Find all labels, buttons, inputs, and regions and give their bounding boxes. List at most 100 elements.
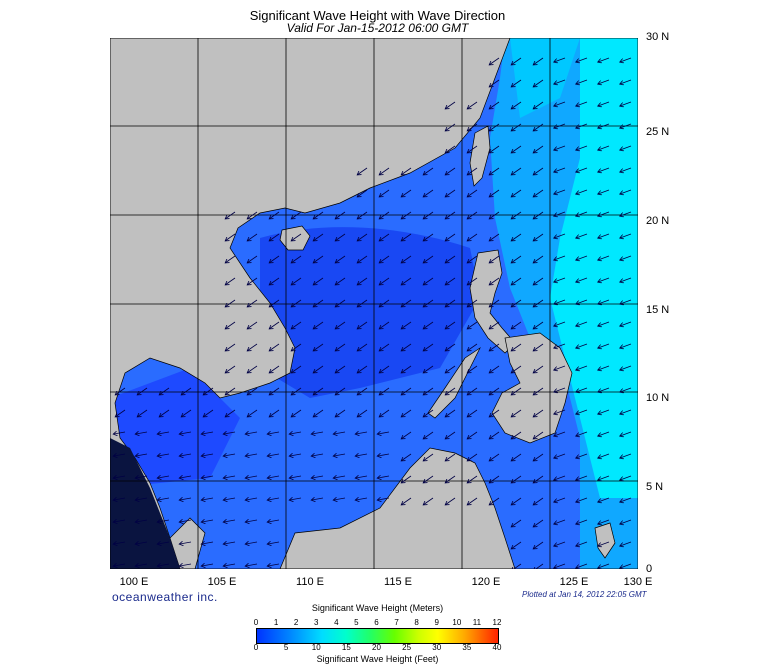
wave-arrow: [311, 454, 324, 456]
wave-arrow: [379, 365, 390, 373]
wave-arrow: [423, 299, 434, 307]
wave-arrow: [401, 409, 412, 417]
wave-arrow: [269, 299, 280, 307]
wave-arrow: [247, 365, 258, 373]
wave-arrow: [225, 365, 236, 373]
wave-arrow: [511, 563, 522, 569]
wave-arrow: [489, 497, 500, 505]
wave-arrow: [489, 321, 500, 329]
lat-label: 0: [646, 563, 653, 575]
wave-arrow: [576, 563, 588, 568]
wave-arrow: [291, 211, 302, 219]
wave-arrow: [225, 321, 236, 329]
lon-label: 125 E: [559, 576, 589, 588]
lon-label: 100 E: [119, 576, 149, 588]
wave-arrow: [313, 277, 324, 285]
wave-arrow: [576, 233, 588, 238]
wave-arrow: [467, 167, 478, 175]
wave-arrow: [598, 167, 610, 172]
meter-tick-label: 2: [293, 618, 299, 627]
wave-arrow: [489, 409, 500, 417]
wave-arrow: [598, 255, 610, 260]
wave-arrow: [620, 101, 632, 106]
wave-arrow: [467, 343, 478, 351]
wave-arrow: [533, 519, 544, 527]
wave-arrow: [159, 387, 170, 395]
wave-arrow: [247, 409, 258, 417]
feet-tick-label: 30: [432, 643, 442, 652]
wave-arrow: [576, 343, 588, 348]
wave-arrow: [467, 299, 478, 307]
wave-arrow: [511, 519, 522, 527]
wave-arrow: [135, 520, 148, 522]
wave-arrow: [511, 145, 522, 153]
wave-arrow: [489, 189, 500, 197]
wave-arrow: [576, 167, 588, 172]
wave-arrow: [620, 453, 632, 458]
wave-arrow: [203, 409, 214, 417]
wave-arrow: [598, 497, 610, 502]
wave-arrow: [379, 299, 390, 307]
wave-arrow: [489, 387, 500, 395]
wave-arrow: [291, 233, 302, 241]
wave-height-map: [110, 38, 638, 569]
wave-arrow: [511, 321, 522, 329]
lon-label: 105 E: [207, 576, 237, 588]
wave-arrow: [576, 57, 588, 62]
wave-arrow: [335, 343, 346, 351]
map-title: Significant Wave Height with Wave Direct…: [249, 8, 506, 23]
wave-arrow: [423, 365, 434, 373]
lon-label: 120 E: [471, 576, 501, 588]
wave-arrow: [289, 432, 302, 434]
wave-arrow: [533, 365, 544, 373]
wave-arrow: [245, 432, 258, 434]
wave-arrow: [554, 189, 566, 194]
wave-arrow: [533, 343, 544, 351]
wave-arrow: [135, 476, 148, 478]
wave-arrow: [135, 498, 148, 500]
wave-arrow: [576, 409, 588, 414]
wave-arrow: [357, 299, 368, 307]
wave-arrow: [247, 387, 258, 395]
wave-arrow: [554, 541, 566, 546]
wave-arrow: [511, 277, 522, 285]
wave-arrow: [423, 409, 434, 417]
wave-arrow: [467, 123, 478, 131]
wave-arrow: [598, 343, 610, 348]
wave-arrow: [335, 211, 346, 219]
wave-arrow: [423, 453, 434, 461]
highest-wave-zone: [550, 38, 638, 498]
wave-arrow: [333, 454, 346, 456]
wave-arrow: [598, 563, 610, 568]
wave-arrow: [357, 321, 368, 329]
wave-arrow: [533, 409, 544, 417]
wave-arrow: [511, 189, 522, 197]
wave-arrow: [511, 409, 522, 417]
wave-arrow: [225, 277, 236, 285]
wave-arrow: [554, 387, 566, 392]
wave-arrow: [554, 497, 566, 502]
wave-arrow: [576, 321, 588, 326]
wave-arrow: [445, 453, 456, 461]
wave-arrow: [533, 101, 544, 109]
wave-arrow: [489, 211, 500, 219]
wave-arrow: [401, 211, 412, 219]
wave-arrow: [576, 541, 588, 546]
wave-arrow: [445, 321, 456, 329]
wave-arrow: [576, 211, 588, 216]
wave-arrow: [554, 343, 566, 348]
wave-arrow: [467, 431, 478, 439]
wave-arrow: [225, 343, 236, 351]
wave-arrow: [445, 233, 456, 241]
wave-arrow: [223, 432, 236, 434]
wave-arrow: [467, 145, 478, 153]
wave-arrow: [489, 167, 500, 175]
wave-arrow: [181, 409, 192, 417]
wave-arrow: [245, 454, 258, 456]
meter-tick-label: 6: [374, 618, 379, 627]
wave-arrow: [201, 454, 214, 456]
wave-arrow: [313, 343, 324, 351]
wave-arrow: [113, 564, 126, 566]
wave-arrow: [445, 475, 456, 483]
wave-arrow: [377, 432, 390, 434]
